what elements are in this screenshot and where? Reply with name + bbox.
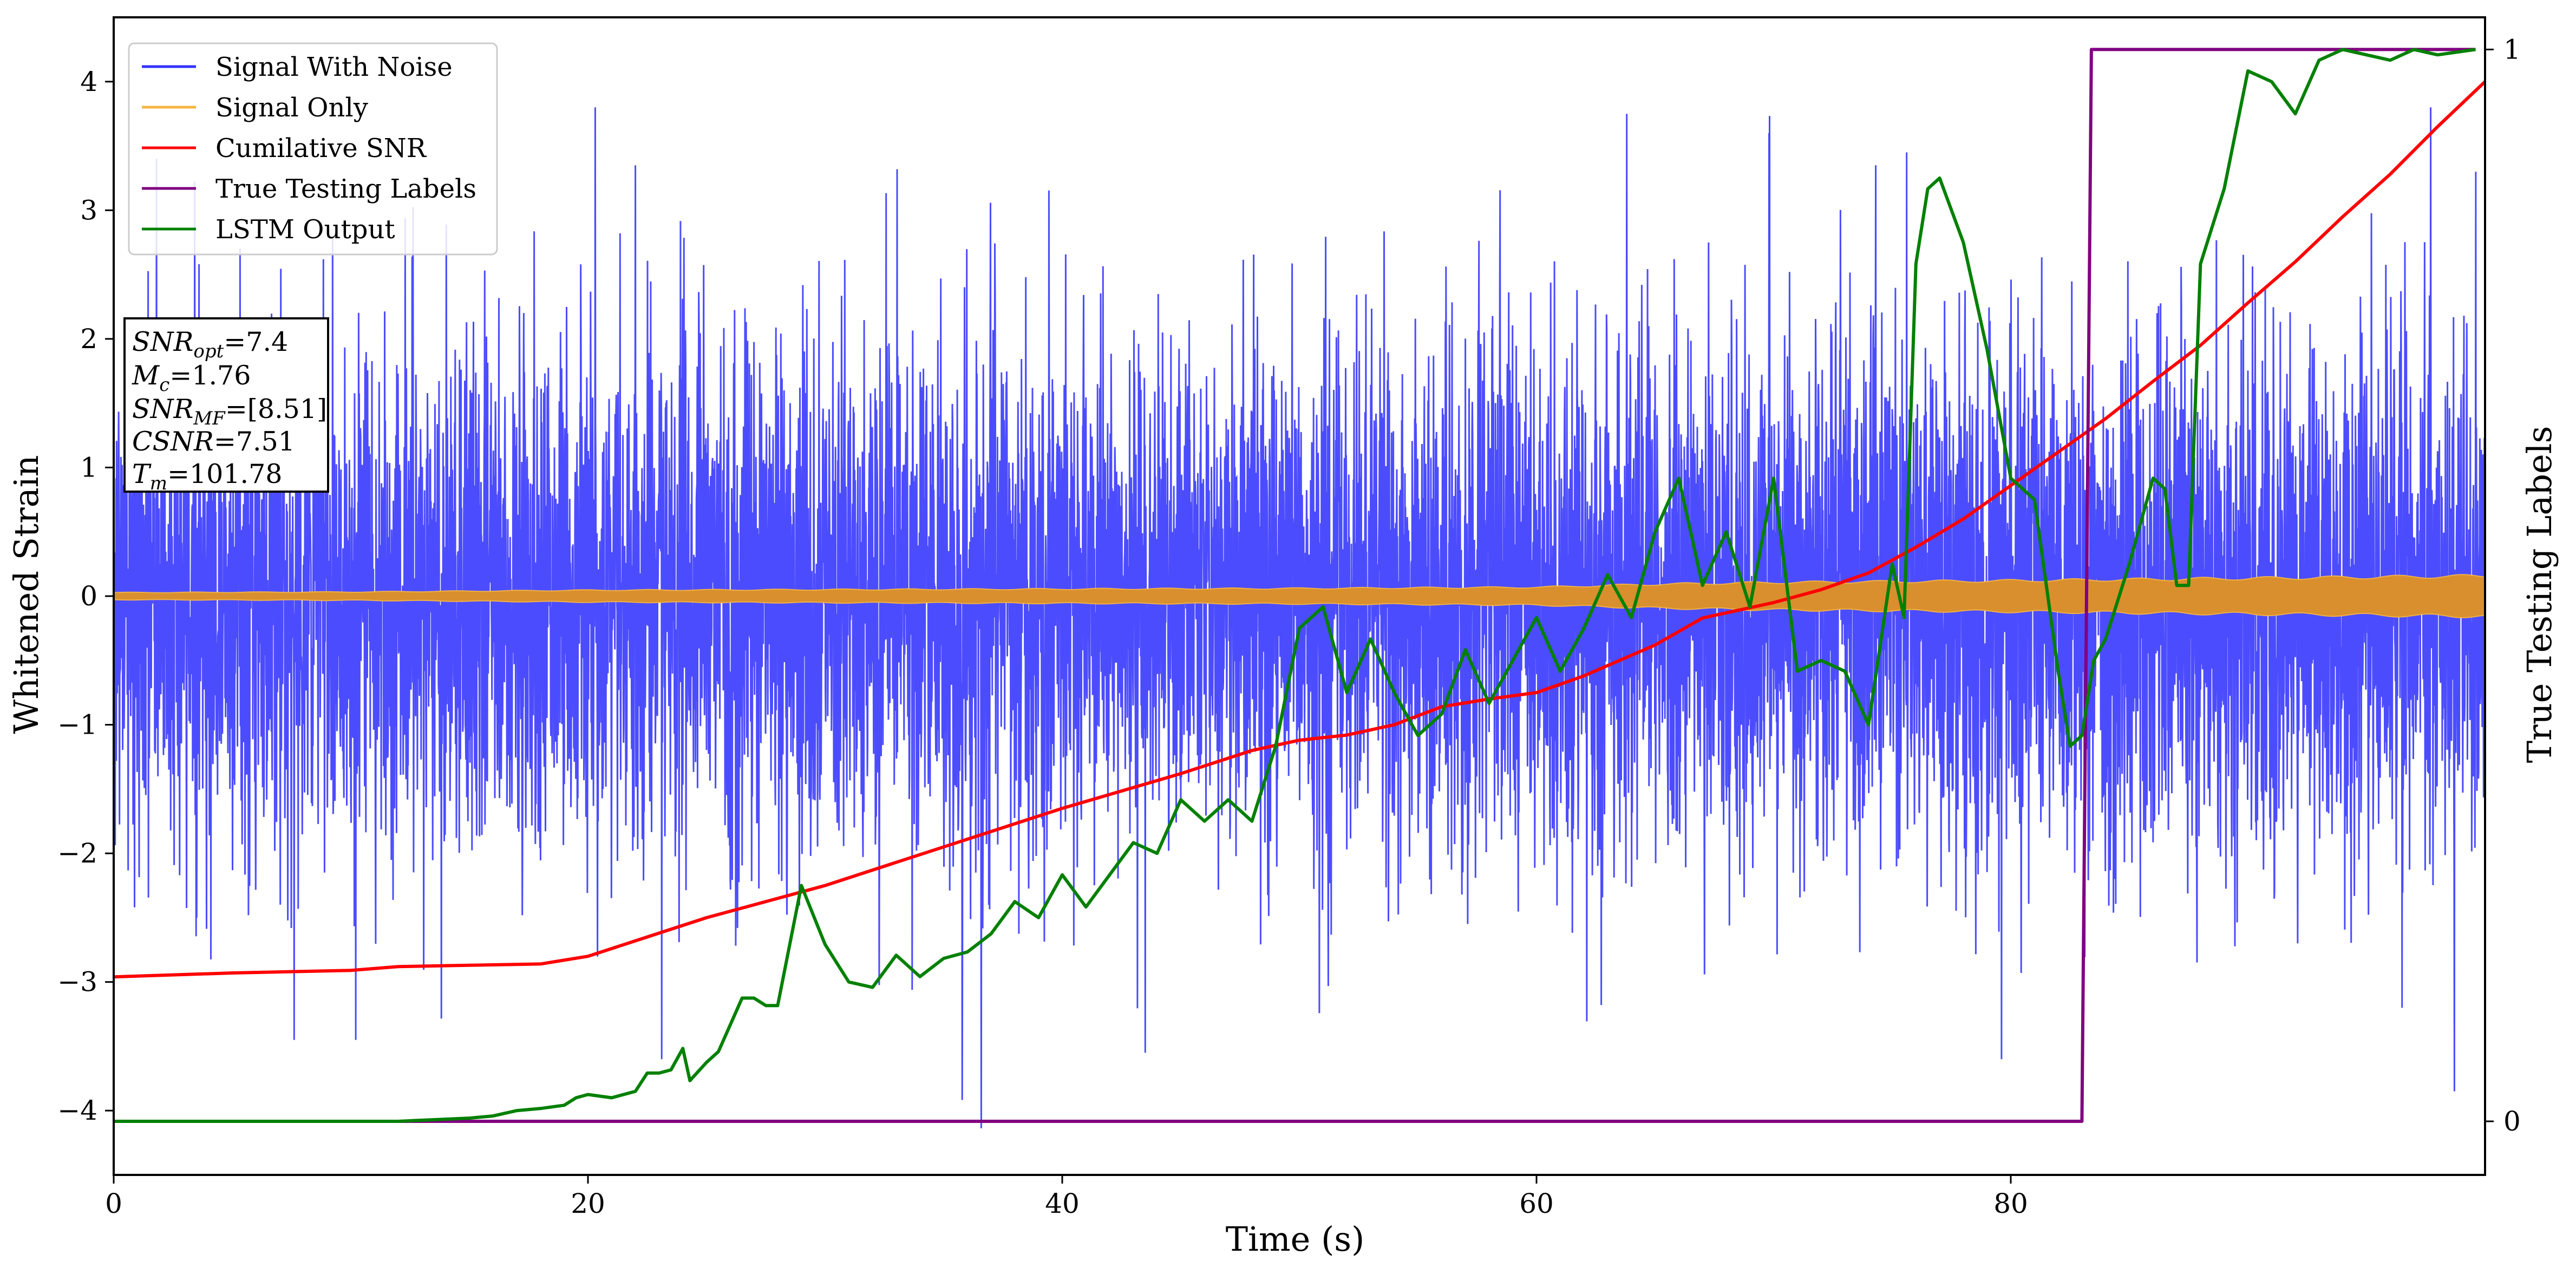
y-tick-label: −3	[57, 966, 97, 998]
x-tick-label: 80	[1993, 1188, 2028, 1219]
info-line-snr-opt: SNRopt=7.4	[132, 326, 288, 362]
series-cumilative-snr	[114, 80, 2485, 979]
parameter-box-frame	[123, 317, 329, 493]
series-lstm-output	[114, 48, 2476, 1123]
plot-area	[114, 48, 2485, 1128]
legend-label-true-testing-labels: True Testing Labels	[215, 174, 476, 204]
y2-tick-label: 1	[2503, 34, 2521, 65]
y-tick-label: −1	[57, 709, 97, 741]
plot-series-group	[114, 48, 2485, 1128]
info-line-tm: Tm=101.78	[132, 459, 282, 494]
info-line-csnr: CSNR=7.51	[132, 426, 295, 457]
y-tick-label: 2	[80, 323, 97, 355]
legend: Signal With Noise Signal Only Cumilative…	[128, 42, 498, 256]
x-tick-label: 40	[1045, 1188, 1080, 1219]
legend-label-signal-with-noise: Signal With Noise	[215, 52, 453, 82]
legend-label-cumilative-snr: Cumilative SNR	[215, 133, 427, 164]
x-tick-label: 0	[105, 1188, 122, 1219]
y-tick-label: 1	[80, 452, 97, 483]
x-axis-title: Time (s)	[1226, 1219, 1365, 1259]
y2-tick-label: 0	[2503, 1106, 2521, 1137]
y-axis-title: Whitened Strain	[6, 455, 46, 734]
y-tick-label: 3	[80, 194, 97, 226]
series-true-testing-labels	[114, 48, 2476, 1123]
parameter-box: SNRopt=7.4 Mc=1.76 SNRMF=[8.51] CSNR=7.5…	[123, 317, 329, 494]
legend-label-lstm-output: LSTM Output	[215, 214, 395, 245]
y-tick-label: 0	[80, 580, 97, 612]
y-tick-label: −4	[57, 1095, 97, 1126]
info-line-snr-mf: SNRMF=[8.51]	[132, 394, 327, 429]
info-line-mc: Mc=1.76	[132, 360, 251, 396]
x-tick-label: 20	[571, 1188, 605, 1219]
y-tick-label: 4	[80, 66, 97, 97]
y2-axis-title: True Testing Labels	[2520, 426, 2559, 763]
series-signal-only	[114, 574, 2485, 618]
x-tick-label: 60	[1519, 1188, 1554, 1219]
legend-frame	[128, 42, 498, 256]
y-tick-label: −2	[57, 838, 97, 869]
legend-label-signal-only: Signal Only	[215, 93, 368, 123]
